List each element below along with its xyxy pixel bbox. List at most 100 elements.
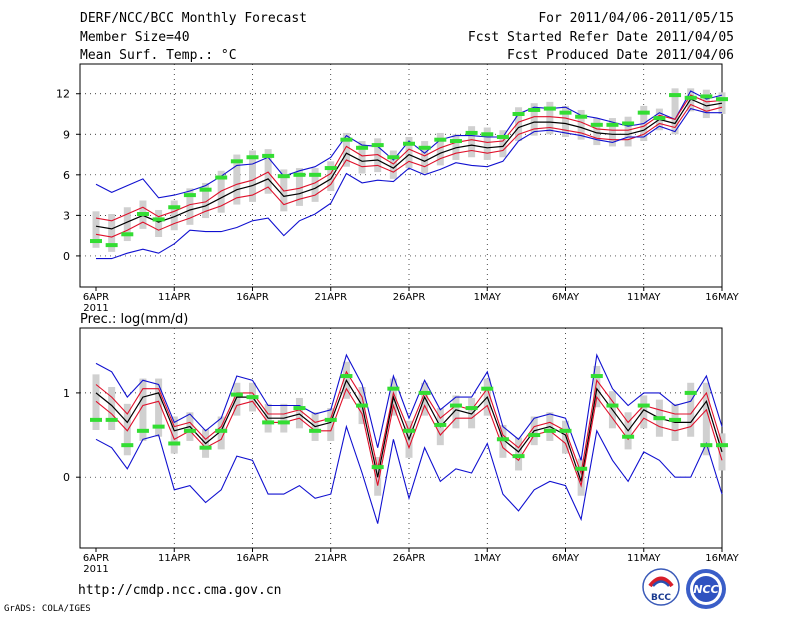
spread-box: [139, 378, 147, 441]
x-tick-label: 11APR: [158, 292, 191, 303]
spread-box: [593, 365, 601, 408]
x-tick-label: 26APR: [393, 553, 426, 564]
median-marker: [512, 454, 525, 459]
spread-box: [718, 92, 726, 115]
spread-box: [468, 126, 476, 158]
x-tick-label: 16MAY: [705, 553, 739, 564]
spread-box: [92, 374, 100, 430]
y-tick-label: 0: [63, 471, 70, 484]
median-marker: [481, 132, 494, 137]
prec-variable-label: Prec.: log(mm/d): [80, 312, 188, 327]
median-marker: [465, 130, 478, 135]
spread-box: [108, 387, 116, 430]
median-marker: [575, 114, 588, 119]
median-marker: [199, 187, 212, 192]
median-marker: [340, 137, 353, 142]
x-tick-label: 11APR: [158, 553, 191, 564]
median-marker: [481, 386, 494, 391]
x-tick-label: 6APR: [83, 292, 109, 303]
spread-box: [123, 403, 131, 456]
spread-box: [436, 132, 444, 166]
y-tick-label: 1: [63, 387, 70, 400]
x-tick-label: 16APR: [236, 553, 269, 564]
median-marker: [371, 143, 384, 148]
ensemble-mean-line: [95, 378, 723, 482]
ncc-logo: NCC: [686, 569, 726, 609]
median-marker: [528, 433, 541, 438]
x-tick-label: 16APR: [236, 292, 269, 303]
spread-box: [202, 182, 210, 219]
median-marker: [653, 416, 666, 421]
median-marker: [543, 428, 556, 433]
median-marker: [606, 122, 619, 127]
median-marker: [168, 441, 181, 446]
spread-box: [421, 382, 429, 416]
median-marker: [449, 139, 462, 144]
x-year-label: 2011: [83, 303, 108, 314]
y-tick-label: 12: [56, 88, 70, 101]
median-marker: [700, 443, 713, 448]
y-tick-label: 6: [63, 169, 70, 182]
median-marker: [168, 205, 181, 210]
temperature-panel: 0 3 6 9 12 6APR 11APR 16APR 21APR 26APR 1MAY 6MAY 11…: [56, 63, 740, 314]
y-tick-label: 3: [63, 209, 70, 222]
spread-box: [718, 433, 726, 471]
spread-box: [358, 141, 366, 174]
spread-box: [311, 168, 319, 202]
spread-box: [123, 207, 131, 242]
median-marker: [356, 145, 369, 150]
ensemble-max-line: [95, 353, 723, 461]
median-marker: [246, 155, 259, 160]
x-tick-label: 6APR: [83, 553, 109, 564]
median-marker: [152, 217, 165, 222]
median-marker: [528, 107, 541, 112]
median-marker: [622, 121, 635, 126]
median-marker: [136, 428, 149, 433]
spread-box: [702, 382, 710, 456]
spread-box: [233, 154, 241, 205]
x-tick-label: 16MAY: [705, 292, 739, 303]
median-marker: [230, 159, 243, 164]
median-marker: [356, 403, 369, 408]
x-tick-label: 21APR: [314, 553, 347, 564]
median-marker: [136, 212, 149, 217]
median-marker: [246, 395, 259, 400]
spread-box: [264, 149, 272, 194]
median-marker: [684, 390, 697, 395]
source-url[interactable]: http://cmdp.ncc.cma.gov.cn: [78, 583, 282, 598]
plot-frame: [79, 63, 723, 288]
median-marker: [543, 106, 556, 111]
median-marker: [403, 141, 415, 146]
spread-box: [327, 161, 335, 192]
median-marker: [387, 155, 400, 160]
ncc-logo-text: NCC: [693, 583, 718, 596]
chart-title: DERF/NCC/BCC Monthly Forecast: [80, 11, 307, 26]
median-marker: [559, 428, 572, 433]
median-marker: [183, 428, 196, 433]
median-marker: [215, 175, 228, 180]
median-marker: [637, 110, 650, 115]
median-marker: [559, 110, 572, 115]
spread-box: [546, 101, 554, 135]
variable-label: Mean Surf. Temp.: °C: [80, 48, 237, 63]
median-marker: [449, 403, 462, 408]
spread-box: [515, 107, 523, 142]
spread-box: [499, 424, 507, 458]
median-marker: [669, 93, 682, 98]
median-marker: [277, 174, 290, 179]
x-tick-label: 1MAY: [474, 553, 502, 564]
spread-box: [562, 420, 569, 454]
spread-box: [217, 416, 225, 450]
median-marker: [637, 403, 650, 408]
spread-box: [515, 437, 523, 471]
median-marker: [90, 417, 102, 422]
median-marker: [496, 134, 509, 139]
median-marker: [434, 137, 447, 142]
spread-box: [295, 397, 303, 429]
member-size: Member Size=40: [80, 30, 190, 45]
x-tick-label: 26APR: [393, 292, 426, 303]
y-tick-label: 0: [63, 250, 70, 263]
median-marker: [105, 417, 118, 422]
